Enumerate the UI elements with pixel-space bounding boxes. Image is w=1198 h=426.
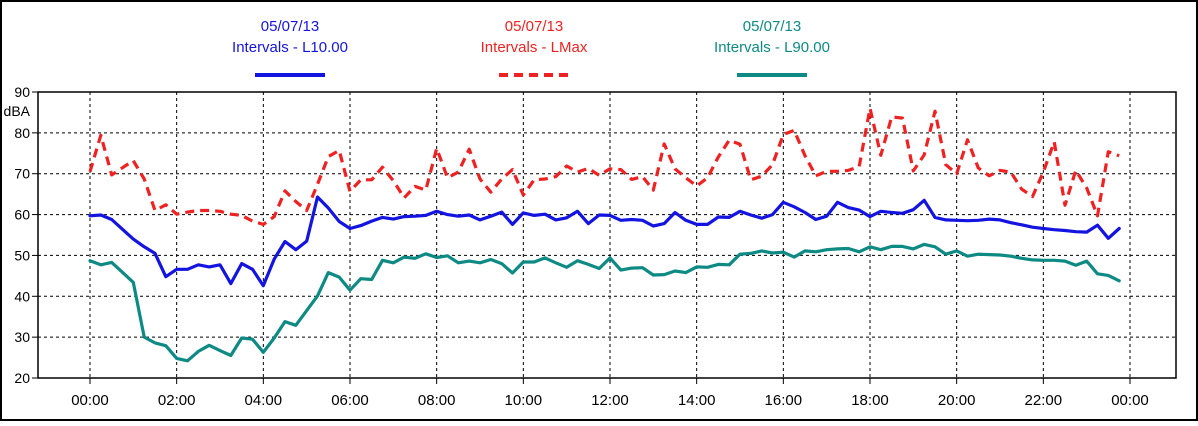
x-tick-label: 00:00 [71, 392, 109, 409]
plot-area-border [37, 91, 1177, 379]
series-line-2 [88, 106, 1120, 226]
y-tick-label: 90 [14, 84, 30, 100]
x-tick-label: 10:00 [505, 392, 543, 409]
legend-series-name: Intervals - L10.00 [232, 39, 348, 56]
series-lines [88, 106, 1121, 363]
series-line-3 [88, 242, 1121, 363]
legend-series-name: Intervals - L90.00 [714, 39, 830, 56]
x-tick-label: 16:00 [765, 392, 803, 409]
y-tick-label: 70 [14, 166, 30, 182]
y-tick-label: 30 [14, 329, 30, 345]
y-tick-label: 60 [14, 207, 30, 223]
y-tick-label: 20 [14, 370, 30, 386]
x-tick-label: 06:00 [331, 392, 369, 409]
x-tick-label: 12:00 [591, 392, 629, 409]
x-tick-label: 18:00 [851, 392, 889, 409]
series-line-1 [88, 195, 1121, 288]
y-axis: 20 30 40 50 60 70 80 90 [14, 84, 38, 386]
x-tick-label: 04:00 [245, 392, 283, 409]
legend-series-name: Intervals - LMax [481, 39, 588, 56]
legend: 05/07/13 Intervals - L10.00 05/07/13 Interv… [232, 18, 830, 77]
legend-date: 05/07/13 [743, 18, 801, 35]
x-tick-label: 14:00 [678, 392, 716, 409]
legend-date: 05/07/13 [505, 18, 563, 35]
y-axis-label: dBA [4, 103, 31, 119]
y-tick-label: 80 [14, 125, 30, 141]
x-tick-label: 08:00 [418, 392, 456, 409]
x-tick-label: 20:00 [938, 392, 976, 409]
x-tick-label: 22:00 [1025, 392, 1063, 409]
x-tick-label: 02:00 [158, 392, 196, 409]
x-axis: 00:00 02:00 04:00 06:00 08:00 10:00 12:00 14:00… [71, 378, 1149, 409]
legend-date: 05/07/13 [261, 18, 319, 35]
x-tick-label: 00:00 [1111, 392, 1149, 409]
y-tick-label: 50 [14, 247, 30, 263]
y-tick-label: 40 [14, 288, 30, 304]
